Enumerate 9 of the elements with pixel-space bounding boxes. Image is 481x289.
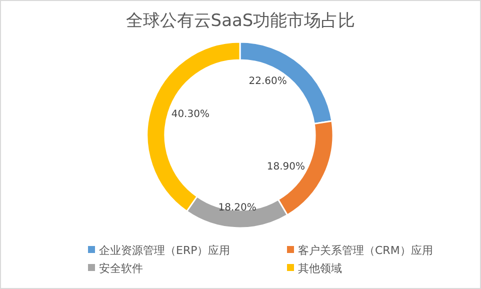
data-label: 18.90% — [266, 161, 306, 172]
legend-label: 客户关系管理（CRM）应用 — [298, 244, 433, 257]
legend-label: 安全软件 — [99, 262, 143, 275]
data-label: 22.60% — [248, 76, 287, 87]
legend-label: 其他领域 — [298, 262, 342, 275]
data-label: 40.30% — [171, 108, 210, 120]
data-label: 18.20% — [218, 202, 256, 214]
legend-label: 企业资源管理（ERP）应用 — [99, 244, 230, 257]
chart-title: 全球公有云SaaS功能市场占比 — [126, 11, 356, 31]
